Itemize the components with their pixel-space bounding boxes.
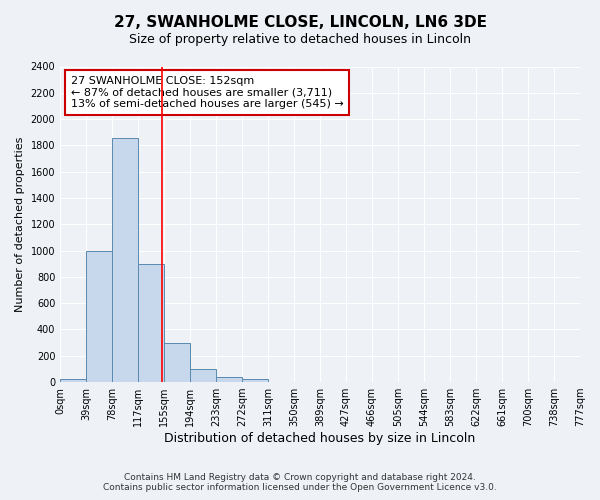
Text: 27, SWANHOLME CLOSE, LINCOLN, LN6 3DE: 27, SWANHOLME CLOSE, LINCOLN, LN6 3DE	[113, 15, 487, 30]
Text: Contains HM Land Registry data © Crown copyright and database right 2024.
Contai: Contains HM Land Registry data © Crown c…	[103, 473, 497, 492]
Bar	[60, 380, 86, 382]
X-axis label: Distribution of detached houses by size in Lincoln: Distribution of detached houses by size …	[164, 432, 476, 445]
Bar	[86, 250, 112, 382]
Text: 27 SWANHOLME CLOSE: 152sqm
← 87% of detached houses are smaller (3,711)
13% of s: 27 SWANHOLME CLOSE: 152sqm ← 87% of deta…	[71, 76, 343, 109]
Bar	[190, 369, 216, 382]
Bar	[139, 264, 164, 382]
Bar	[242, 380, 268, 382]
Bar	[216, 377, 242, 382]
Y-axis label: Number of detached properties: Number of detached properties	[15, 136, 25, 312]
Bar	[112, 138, 139, 382]
Text: Size of property relative to detached houses in Lincoln: Size of property relative to detached ho…	[129, 32, 471, 46]
Bar	[164, 342, 190, 382]
